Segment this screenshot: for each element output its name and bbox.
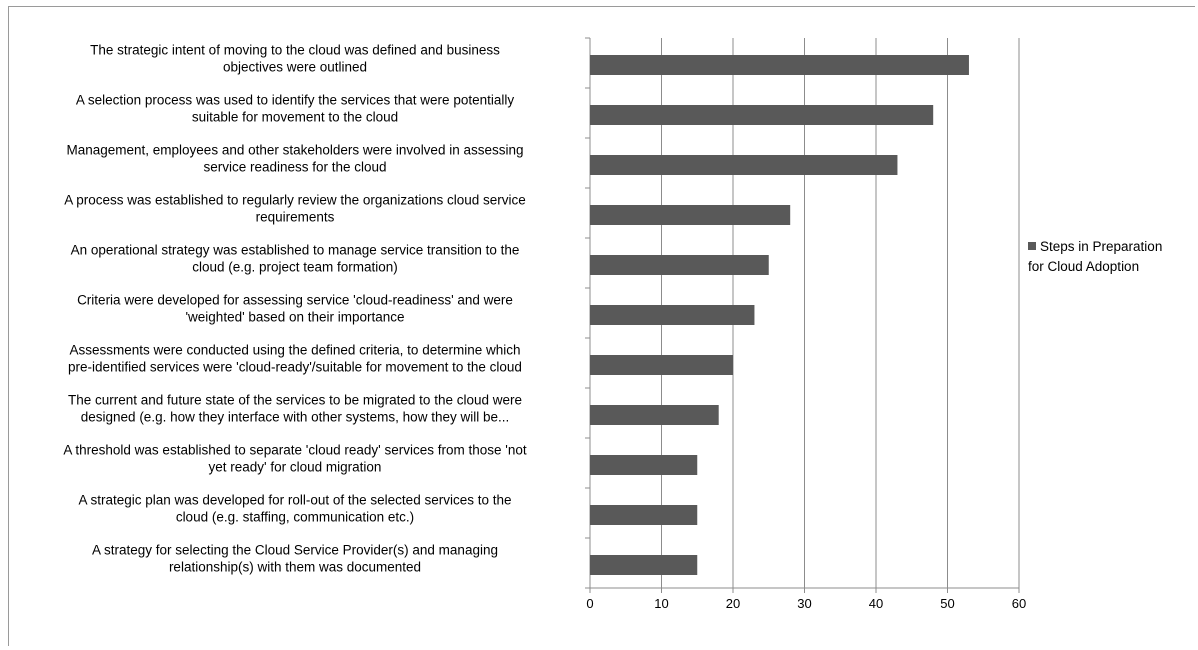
x-tick-label: 60 [1012, 596, 1026, 611]
category-label: The current and future state of the serv… [68, 393, 522, 425]
category-label: Assessments were conducted using the def… [68, 343, 522, 375]
category-label: Criteria were developed for assessing se… [77, 293, 513, 325]
bar [590, 505, 698, 525]
bar [590, 105, 934, 125]
category-label: An operational strategy was established … [71, 243, 520, 275]
bar [590, 555, 698, 575]
x-tick-label: 30 [797, 596, 811, 611]
bar [590, 355, 733, 375]
bar [590, 255, 769, 275]
x-tick-label: 0 [586, 596, 593, 611]
bar [590, 405, 719, 425]
category-label: A strategy for selecting the Cloud Servi… [92, 543, 498, 575]
category-label: A selection process was used to identify… [76, 93, 514, 125]
category-label: A strategic plan was developed for roll-… [79, 493, 512, 525]
bar [590, 455, 698, 475]
category-label: The strategic intent of moving to the cl… [90, 43, 500, 75]
x-tick-label: 20 [726, 596, 740, 611]
bar [590, 55, 969, 75]
category-label: A process was established to regularly r… [64, 193, 526, 225]
x-tick-label: 40 [869, 596, 883, 611]
bar [590, 155, 898, 175]
chart-frame [8, 6, 1195, 646]
legend-label: Steps in Preparation for Cloud Adoption [1028, 239, 1162, 274]
x-tick-label: 10 [654, 596, 668, 611]
legend-swatch [1028, 242, 1036, 250]
bar [590, 205, 791, 225]
category-label: A threshold was established to separate … [63, 443, 526, 475]
x-tick-label: 50 [940, 596, 954, 611]
bar [590, 305, 755, 325]
category-label: Management, employees and other stakehol… [66, 143, 523, 175]
